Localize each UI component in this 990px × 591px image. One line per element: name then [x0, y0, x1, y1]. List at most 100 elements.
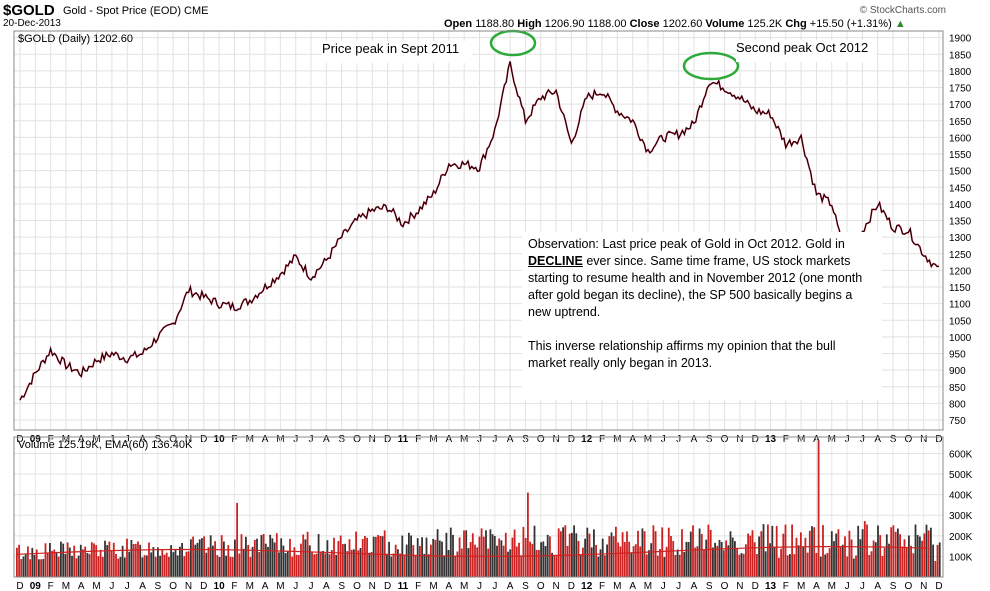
volume-x-tick: D [935, 581, 942, 591]
volume-x-tick: A [813, 581, 820, 591]
volume-bar [289, 538, 291, 577]
volume-bar [179, 546, 181, 577]
volume-ema-line [15, 545, 928, 557]
annotation-peak-2011: Price peak in Sept 2011 [322, 41, 472, 63]
volume-bar [828, 548, 831, 577]
volume-bar [223, 541, 225, 577]
volume-bar [515, 546, 518, 577]
volume-bar [198, 539, 201, 577]
volume-bar [716, 545, 719, 577]
volume-bar [511, 537, 514, 577]
volume-bar [251, 546, 254, 577]
volume-bar [861, 529, 864, 577]
volume-bar [872, 540, 875, 577]
stockcharts-brand[interactable]: © StockCharts.com [859, 5, 946, 16]
volume-bar [936, 544, 939, 577]
volume-bar [348, 539, 351, 577]
volume-bar [676, 549, 679, 577]
volume-bar [652, 525, 655, 577]
volume-bar [694, 547, 697, 577]
volume-bar [480, 528, 483, 577]
volume-bar [245, 536, 247, 577]
volume-bar [819, 556, 822, 577]
volume-bar [256, 538, 258, 577]
volume-bar [934, 561, 937, 577]
volume-bar [447, 550, 450, 577]
volume-bar [458, 537, 461, 577]
volume-bar [333, 537, 335, 577]
volume-bar [593, 529, 595, 577]
volume-x-tick: A [139, 581, 146, 591]
price-y-tick: 1300 [949, 233, 972, 244]
volume-bar [753, 542, 756, 577]
volume-bar [645, 554, 648, 577]
volume-bar [789, 554, 791, 577]
volume-x-tick: 10 [214, 581, 226, 591]
volume-bar [304, 539, 307, 577]
volume-bar [844, 536, 846, 577]
volume-bar [313, 554, 316, 577]
volume-bar [542, 541, 545, 577]
volume-bar [355, 531, 357, 577]
volume-legend: Volume 125.19K, EMA(60) 136.40K [18, 439, 193, 451]
volume-bar [148, 542, 150, 577]
volume-bar [760, 531, 763, 577]
volume-bar [507, 551, 509, 577]
volume-bar [342, 544, 344, 577]
volume-bar [725, 540, 727, 577]
volume-bar [205, 552, 208, 577]
volume-bar [260, 535, 263, 577]
volume-bar [621, 532, 624, 577]
price-y-tick: 1200 [949, 266, 972, 277]
volume-bar [835, 533, 838, 577]
volume-x-tick: D [200, 581, 207, 591]
volume-bar [90, 542, 93, 577]
volume-bar [551, 552, 553, 577]
volume-bar [185, 551, 188, 577]
volume-bar [672, 541, 675, 577]
volume-x-tick: J [293, 581, 298, 591]
symbol: $GOLD [3, 2, 55, 19]
volume-bar [218, 557, 221, 577]
volume-x-tick: N [185, 581, 192, 591]
volume-bar [240, 534, 243, 577]
volume-x-tick: D [384, 581, 391, 591]
volume-bar [465, 530, 468, 577]
volume-bar [767, 524, 769, 577]
price-series [19, 61, 940, 401]
volume-bar [910, 545, 912, 577]
volume-bar [879, 535, 882, 577]
volume-bar [379, 535, 382, 577]
volume-bar [55, 553, 58, 577]
volume-bar [170, 545, 172, 577]
volume-x-tick: M [460, 581, 468, 591]
volume-bar [381, 536, 384, 577]
volume-x-tick: A [78, 581, 85, 591]
volume-bar [566, 545, 569, 577]
volume-bar [44, 543, 47, 577]
volume-bar [921, 540, 923, 577]
volume-bar [791, 524, 793, 577]
volume-bar [813, 527, 816, 577]
volume-bar [163, 554, 166, 577]
volume-y-tick: 300K [949, 511, 973, 522]
volume-bar [769, 543, 771, 577]
volume-bar [432, 538, 435, 577]
volume-bar [650, 543, 653, 577]
volume-bar [544, 546, 547, 577]
price-panel-border [13, 30, 944, 431]
volume-bar [573, 525, 575, 577]
volume-bar [498, 538, 501, 577]
volume-bar [346, 551, 349, 577]
volume-bar [811, 526, 813, 577]
volume-bar [639, 546, 642, 577]
volume-bar [877, 525, 879, 577]
observation-box: Observation: Last price peak of Gold in … [522, 232, 882, 400]
volume-bar [322, 551, 324, 577]
volume-bar [95, 545, 98, 577]
volume-x-tick: F [231, 581, 237, 591]
volume-bar [93, 543, 95, 577]
volume-y-tick: 500K [949, 470, 973, 481]
volume-bar [141, 557, 144, 577]
volume-bar [905, 547, 908, 577]
